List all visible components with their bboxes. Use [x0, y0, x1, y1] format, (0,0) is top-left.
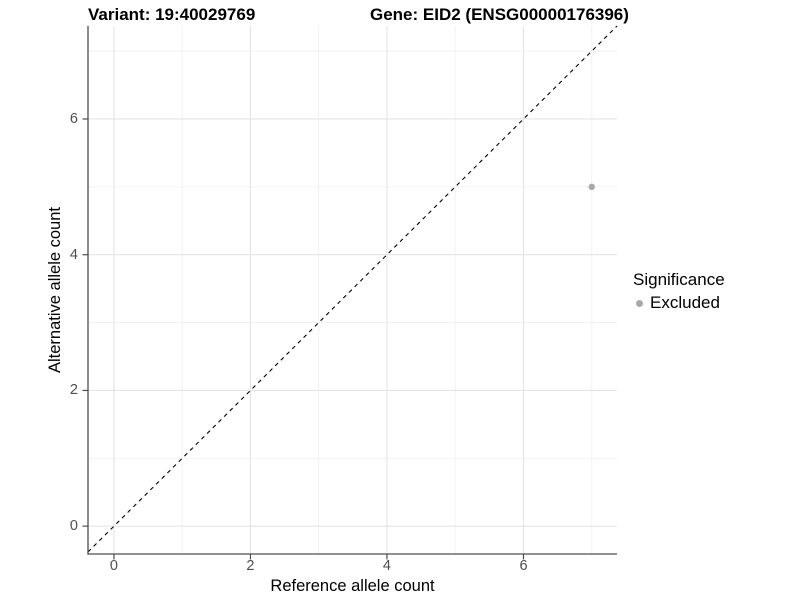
legend-entry-excluded: Excluded [631, 293, 725, 313]
legend-title: Significance [633, 270, 725, 289]
x-tick-label: 0 [109, 558, 118, 574]
y-tick-label: 0 [69, 518, 78, 535]
y-tick-label: 6 [69, 110, 78, 127]
legend-point-icon [636, 299, 643, 307]
legend-entry-label: Excluded [650, 293, 720, 312]
x-axis-label: Reference allele count [270, 577, 435, 595]
x-tick-label: 4 [382, 558, 391, 574]
y-axis-label: Alternative allele count [46, 207, 64, 374]
y-tick-label: 4 [69, 246, 78, 263]
data-point [588, 183, 595, 191]
x-tick-label: 6 [519, 558, 528, 574]
legend: Significance Excluded [631, 270, 725, 313]
y-tick-label: 2 [69, 382, 78, 399]
variant-title: Variant: 19:40029769 [88, 5, 256, 24]
x-tick-label: 2 [246, 558, 255, 574]
identity-line [87, 25, 618, 553]
gene-title: Gene: EID2 (ENSG00000176396) [370, 5, 629, 24]
